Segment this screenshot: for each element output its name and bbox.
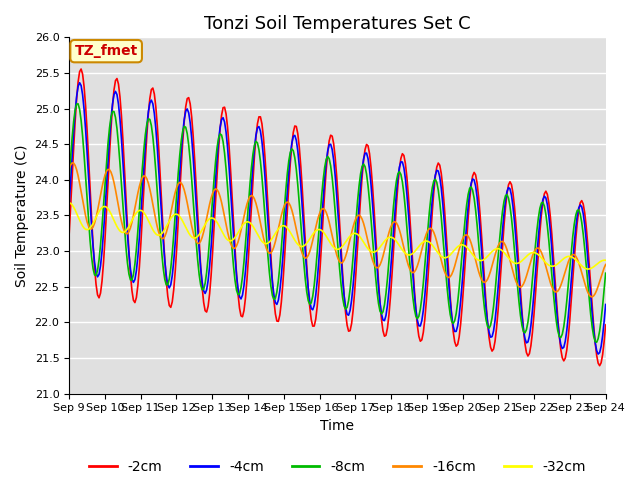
- Title: Tonzi Soil Temperatures Set C: Tonzi Soil Temperatures Set C: [204, 15, 470, 33]
- -8cm: [227, 226, 234, 232]
- -32cm: [225, 238, 233, 244]
- -2cm: [596, 363, 604, 369]
- -32cm: [243, 219, 251, 225]
- -2cm: [77, 66, 85, 72]
- -2cm: [301, 238, 309, 243]
- -32cm: [300, 243, 308, 249]
- Line: -2cm: -2cm: [69, 69, 605, 366]
- -32cm: [602, 257, 609, 263]
- -16cm: [573, 256, 581, 262]
- -8cm: [253, 140, 261, 146]
- -4cm: [76, 80, 83, 85]
- -4cm: [65, 202, 73, 207]
- -8cm: [602, 270, 609, 276]
- -8cm: [244, 201, 252, 206]
- -16cm: [301, 255, 309, 261]
- Legend: -2cm, -4cm, -8cm, -16cm, -32cm: -2cm, -4cm, -8cm, -16cm, -32cm: [83, 454, 591, 479]
- -16cm: [65, 166, 73, 172]
- -8cm: [573, 207, 581, 213]
- -2cm: [253, 121, 261, 127]
- Line: -16cm: -16cm: [69, 163, 605, 297]
- -8cm: [65, 176, 73, 181]
- -8cm: [593, 339, 600, 345]
- -2cm: [132, 295, 140, 300]
- -4cm: [253, 125, 261, 131]
- Line: -8cm: -8cm: [69, 104, 605, 342]
- -16cm: [602, 262, 609, 267]
- Text: TZ_fmet: TZ_fmet: [74, 44, 138, 58]
- -8cm: [132, 246, 140, 252]
- -32cm: [65, 200, 73, 205]
- -16cm: [588, 294, 596, 300]
- -8cm: [74, 101, 82, 107]
- Y-axis label: Soil Temperature (C): Soil Temperature (C): [15, 144, 29, 287]
- -4cm: [244, 228, 252, 233]
- -8cm: [301, 276, 309, 282]
- Line: -4cm: -4cm: [69, 83, 605, 354]
- -2cm: [573, 220, 581, 226]
- -32cm: [252, 228, 260, 234]
- -4cm: [573, 213, 581, 219]
- -32cm: [572, 257, 580, 263]
- -4cm: [602, 301, 609, 307]
- -2cm: [227, 167, 234, 172]
- X-axis label: Time: Time: [321, 419, 355, 433]
- -2cm: [602, 322, 609, 328]
- -2cm: [65, 232, 73, 238]
- -32cm: [584, 266, 591, 272]
- Line: -32cm: -32cm: [69, 203, 605, 269]
- -16cm: [253, 206, 261, 212]
- -16cm: [68, 160, 76, 166]
- -2cm: [244, 254, 252, 260]
- -16cm: [244, 197, 252, 203]
- -16cm: [132, 197, 140, 203]
- -4cm: [301, 249, 309, 255]
- -32cm: [131, 212, 139, 218]
- -4cm: [595, 351, 602, 357]
- -4cm: [132, 268, 140, 274]
- -4cm: [227, 186, 234, 192]
- -16cm: [227, 240, 234, 246]
